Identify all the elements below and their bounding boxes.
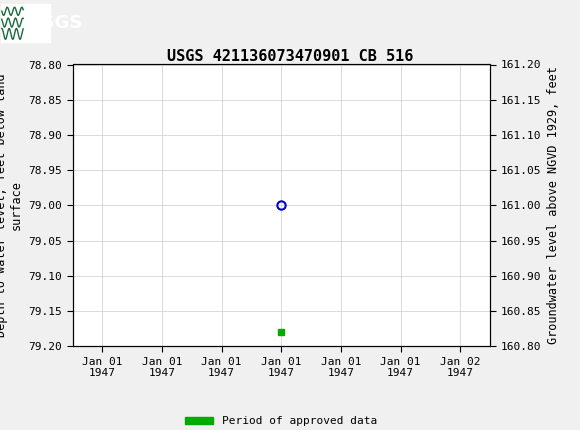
Y-axis label: Groundwater level above NGVD 1929, feet: Groundwater level above NGVD 1929, feet (546, 66, 560, 344)
Legend: Period of approved data: Period of approved data (181, 412, 382, 430)
Y-axis label: Depth to water level, feet below land
surface: Depth to water level, feet below land su… (0, 74, 23, 337)
Text: USGS 421136073470901 CB 516: USGS 421136073470901 CB 516 (167, 49, 413, 64)
Bar (1, 3, 50, 42)
Text: USGS: USGS (28, 14, 83, 31)
